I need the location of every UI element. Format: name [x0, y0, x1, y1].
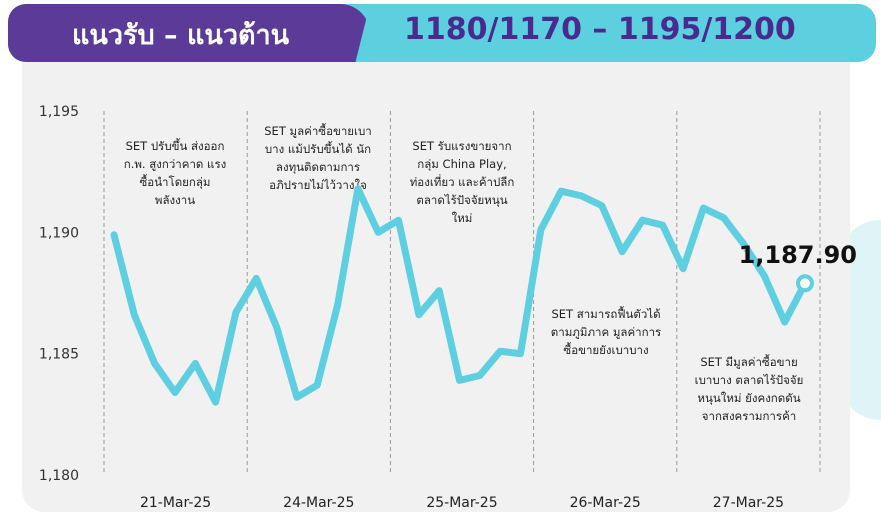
annotation: SET มีมูลค่าซื้อขายเบาบาง ตลาดไร้ปัจจัยห…: [695, 354, 804, 423]
chart-panel: [22, 62, 850, 512]
annotation: SET ปรับขึ้น ส่งออกก.พ. สูงกว่าคาด แรงซื…: [124, 138, 227, 207]
series-line: [110, 185, 809, 406]
y-tick-label: 1,185: [39, 347, 79, 363]
last-value-label: 1,187.90: [739, 241, 857, 269]
x-tick-label: 21-Mar-25: [140, 495, 211, 511]
x-tick-label: 25-Mar-25: [426, 495, 497, 511]
x-tick-label: 24-Mar-25: [283, 495, 354, 511]
support-resistance-levels: 1180/1170 – 1195/1200: [404, 12, 796, 47]
annotation: SET รับแรงขายจากกลุ่ม China Play,ท่องเที…: [410, 139, 515, 225]
annotation: SET มูลค่าซื้อขายเบาบาง แม้ปรับขึ้นได้ น…: [264, 123, 371, 192]
y-tick-label: 1,180: [39, 468, 79, 484]
annotation: SET สามารถฟื้นตัวได้ตามภูมิภาค มูลค่าการ…: [551, 306, 661, 357]
y-tick-label: 1,195: [39, 104, 79, 120]
y-tick-label: 1,190: [39, 225, 79, 241]
banner-title: แนวรับ – แนวต้าน: [72, 20, 290, 51]
last-point-marker: [796, 274, 814, 293]
header-banner-left: [8, 4, 370, 62]
x-tick-label: 27-Mar-25: [713, 495, 784, 511]
x-tick-label: 26-Mar-25: [570, 495, 641, 511]
